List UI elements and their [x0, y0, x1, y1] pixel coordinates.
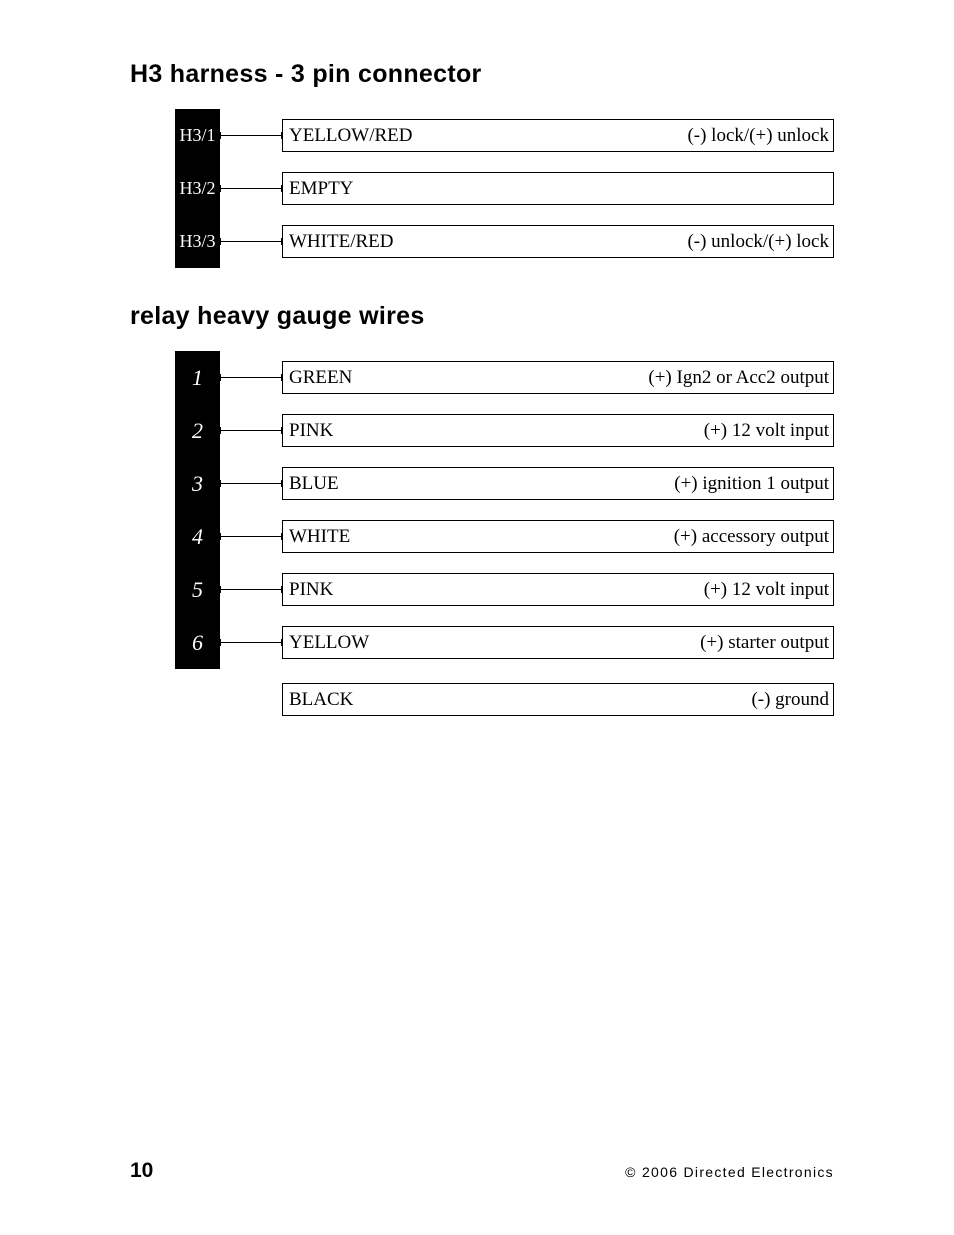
h3-heading: H3 harness - 3 pin connector: [130, 60, 834, 89]
connector-line: [220, 241, 282, 242]
relay-group: 1 2 3 4 5 6 GREEN (+) Ign2 or Acc2 outpu…: [175, 351, 834, 669]
h3-group: H3/1 H3/2 H3/3 YELLOW/RED (-) lock/(+) u…: [175, 109, 834, 268]
connector-line: [220, 536, 282, 537]
wire-box: PINK (+) 12 volt input: [282, 573, 834, 606]
pin-label: 3: [175, 457, 220, 510]
connector-line: [220, 589, 282, 590]
connector-line: [220, 377, 282, 378]
connector-line: [220, 642, 282, 643]
connector-line: [220, 135, 282, 136]
wire-function: (-) ground: [751, 689, 829, 711]
h3-diagram: H3/1 H3/2 H3/3 YELLOW/RED (-) lock/(+) u…: [175, 109, 834, 268]
pin-label: 5: [175, 563, 220, 616]
pin-label: H3/1: [175, 109, 220, 162]
wire-color: YELLOW/RED: [289, 125, 412, 147]
wire-function: (-) lock/(+) unlock: [687, 125, 829, 147]
wire-color: EMPTY: [289, 178, 353, 200]
pin-label: 6: [175, 616, 220, 669]
wire-box: WHITE (+) accessory output: [282, 520, 834, 553]
relay-boxes-column: GREEN (+) Ign2 or Acc2 output PINK (+) 1…: [282, 351, 834, 669]
connector-line: [220, 483, 282, 484]
h3-boxes-column: YELLOW/RED (-) lock/(+) unlock EMPTY WHI…: [282, 109, 834, 268]
wire-box: BLACK (-) ground: [282, 683, 834, 716]
relay-pins-column: 1 2 3 4 5 6: [175, 351, 220, 669]
wire-box: WHITE/RED (-) unlock/(+) lock: [282, 225, 834, 258]
wire-color: BLACK: [289, 689, 353, 711]
page-number: 10: [130, 1159, 153, 1183]
pin-label: H3/2: [175, 162, 220, 215]
wire-box: BLUE (+) ignition 1 output: [282, 467, 834, 500]
wire-color: PINK: [289, 420, 333, 442]
relay-extra-row: BLACK (-) ground: [175, 683, 834, 716]
pin-label: 4: [175, 510, 220, 563]
wire-function: (-) unlock/(+) lock: [687, 231, 829, 253]
relay-lines-column: [220, 351, 282, 669]
wire-color: WHITE: [289, 526, 350, 548]
pin-label: 1: [175, 351, 220, 404]
wire-color: PINK: [289, 579, 333, 601]
wire-function: (+) Ign2 or Acc2 output: [648, 367, 829, 389]
wire-box: EMPTY: [282, 172, 834, 205]
h3-lines-column: [220, 109, 282, 268]
wire-box: YELLOW/RED (-) lock/(+) unlock: [282, 119, 834, 152]
wire-box: YELLOW (+) starter output: [282, 626, 834, 659]
wire-color: YELLOW: [289, 632, 369, 654]
pin-label: 2: [175, 404, 220, 457]
wire-color: BLUE: [289, 473, 339, 495]
connector-line: [220, 430, 282, 431]
wire-function: (+) accessory output: [674, 526, 829, 548]
pin-label: H3/3: [175, 215, 220, 268]
wire-function: (+) 12 volt input: [704, 420, 829, 442]
wire-function: (+) ignition 1 output: [674, 473, 829, 495]
relay-diagram: 1 2 3 4 5 6 GREEN (+) Ign2 or Acc2 outpu…: [175, 351, 834, 716]
connector-line: [220, 188, 282, 189]
copyright-text: © 2006 Directed Electronics: [625, 1164, 834, 1180]
h3-pins-column: H3/1 H3/2 H3/3: [175, 109, 220, 268]
wire-color: WHITE/RED: [289, 231, 393, 253]
relay-heading: relay heavy gauge wires: [130, 302, 834, 331]
page-footer: 10 © 2006 Directed Electronics: [130, 1159, 834, 1183]
wire-box: PINK (+) 12 volt input: [282, 414, 834, 447]
page-content: H3 harness - 3 pin connector H3/1 H3/2 H…: [0, 0, 954, 716]
wire-box: GREEN (+) Ign2 or Acc2 output: [282, 361, 834, 394]
wire-function: (+) 12 volt input: [704, 579, 829, 601]
wire-color: GREEN: [289, 367, 352, 389]
wire-function: (+) starter output: [700, 632, 829, 654]
